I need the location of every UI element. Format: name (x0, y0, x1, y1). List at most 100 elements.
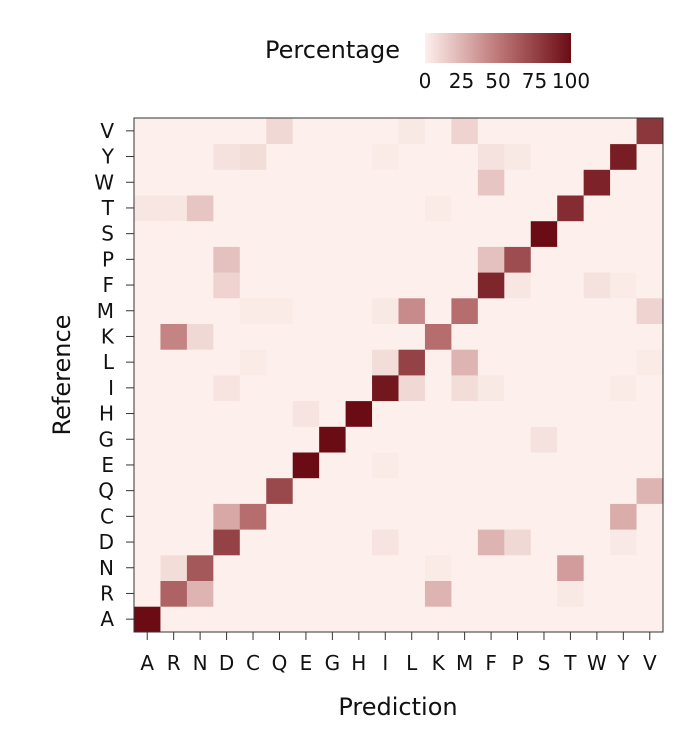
heatmap-cell-C-P (504, 503, 532, 530)
heatmap-cell-G-Q (266, 426, 294, 453)
heatmap-cell-D-C (239, 529, 267, 556)
heatmap-cell-G-N (186, 426, 214, 453)
heatmap-cell-N-T (557, 554, 585, 581)
heatmap-cell-V-Q (266, 118, 294, 145)
heatmap-cell-Y-W (583, 143, 611, 170)
heatmap-cell-F-L (398, 272, 426, 299)
heatmap-cell-R-D (213, 580, 241, 607)
heatmap-cell-A-K (424, 606, 452, 633)
heatmap-cell-F-Q (266, 272, 294, 299)
heatmap-cell-A-I (372, 606, 399, 633)
heatmap-cell-R-S (530, 580, 558, 607)
heatmap-cell-P-Y (610, 246, 637, 273)
heatmap-cell-K-F (477, 323, 505, 350)
heatmap-cell-C-Y (610, 503, 637, 530)
heatmap-cell-W-F (477, 169, 505, 196)
heatmap-cell-Y-Y (610, 143, 637, 170)
heatmap-cell-V-V (636, 118, 664, 145)
y-axis-label: Reference (48, 315, 76, 436)
heatmap-cell-H-N (186, 400, 214, 427)
heatmap-cell-I-E (292, 375, 320, 402)
heatmap-cell-K-A (134, 323, 161, 350)
heatmap-cell-S-H (345, 220, 373, 247)
heatmap-cell-H-A (134, 400, 161, 427)
heatmap-cell-D-N (186, 529, 214, 556)
heatmap-cell-P-R (160, 246, 188, 273)
heatmap-cell-A-D (213, 606, 241, 633)
y-tick-label-E: E (101, 453, 114, 477)
heatmap-cell-F-S (530, 272, 558, 299)
heatmap-cell-W-S (530, 169, 558, 196)
x-tick-label-P: P (511, 651, 523, 675)
heatmap-cell-W-K (424, 169, 452, 196)
heatmap-cell-V-L (398, 118, 426, 145)
heatmap-cell-W-T (557, 169, 585, 196)
heatmap-cell-S-T (557, 220, 585, 247)
heatmap-cell-T-S (530, 195, 558, 222)
heatmap-cell-Q-R (160, 477, 188, 504)
heatmap-cell-Y-D (213, 143, 241, 170)
heatmap-cell-H-S (530, 400, 558, 427)
heatmap-cell-F-K (424, 272, 452, 299)
heatmap-cell-D-A (134, 529, 161, 556)
heatmap-cell-R-C (239, 580, 267, 607)
heatmap-cell-S-F (477, 220, 505, 247)
x-tick-label-E: E (300, 651, 313, 675)
heatmap-cell-E-A (134, 452, 161, 479)
x-tick-label-W: W (587, 651, 607, 675)
heatmap-cell-I-N (186, 375, 214, 402)
heatmap-cell-S-C (239, 220, 267, 247)
heatmap-cell-G-T (557, 426, 585, 453)
heatmap-cell-R-E (292, 580, 320, 607)
heatmap-cell-M-K (424, 297, 452, 324)
heatmap-cell-I-Q (266, 375, 294, 402)
y-tick-label-L: L (103, 350, 115, 374)
heatmap-cell-W-M (451, 169, 479, 196)
heatmap-cell-V-P (504, 118, 532, 145)
heatmap-cell-L-T (557, 349, 585, 376)
heatmap-cell-Y-S (530, 143, 558, 170)
heatmap-cell-G-R (160, 426, 188, 453)
heatmap-cell-L-H (345, 349, 373, 376)
heatmap-cell-C-G (319, 503, 346, 530)
heatmap-cell-E-T (557, 452, 585, 479)
heatmap-cell-G-L (398, 426, 426, 453)
heatmap-cell-Y-G (319, 143, 346, 170)
heatmap-cell-T-W (583, 195, 611, 222)
heatmap-cell-K-T (557, 323, 585, 350)
heatmap-cell-D-S (530, 529, 558, 556)
heatmap-cell-T-G (319, 195, 346, 222)
heatmap-cell-K-L (398, 323, 426, 350)
heatmap-cell-F-I (372, 272, 399, 299)
legend-tick-label: 25 (449, 69, 474, 93)
heatmap-cell-A-R (160, 606, 188, 633)
legend-tick-label: 0 (419, 69, 432, 93)
heatmap-cell-H-W (583, 400, 611, 427)
heatmap-cell-N-K (424, 554, 452, 581)
heatmap-cell-V-T (557, 118, 585, 145)
heatmap-cell-G-V (636, 426, 664, 453)
heatmap-cell-D-K (424, 529, 452, 556)
heatmap-cell-S-P (504, 220, 532, 247)
heatmap-cell-N-M (451, 554, 479, 581)
heatmap-cell-Y-M (451, 143, 479, 170)
heatmap-cell-Y-L (398, 143, 426, 170)
heatmap-cell-A-Q (266, 606, 294, 633)
heatmap-cells (134, 118, 664, 633)
y-tick-label-I: I (108, 376, 114, 400)
heatmap-cell-T-T (557, 195, 585, 222)
heatmap-cell-N-E (292, 554, 320, 581)
heatmap-cell-Q-P (504, 477, 532, 504)
heatmap-cell-W-L (398, 169, 426, 196)
x-tick-label-K: K (432, 651, 446, 675)
heatmap-cell-Q-D (213, 477, 241, 504)
heatmap-cell-Q-N (186, 477, 214, 504)
heatmap-cell-Y-Q (266, 143, 294, 170)
heatmap-cell-K-H (345, 323, 373, 350)
heatmap-cell-V-H (345, 118, 373, 145)
heatmap-cell-D-P (504, 529, 532, 556)
legend-color-bar (425, 33, 571, 63)
heatmap-cell-N-D (213, 554, 241, 581)
heatmap-cell-N-C (239, 554, 267, 581)
